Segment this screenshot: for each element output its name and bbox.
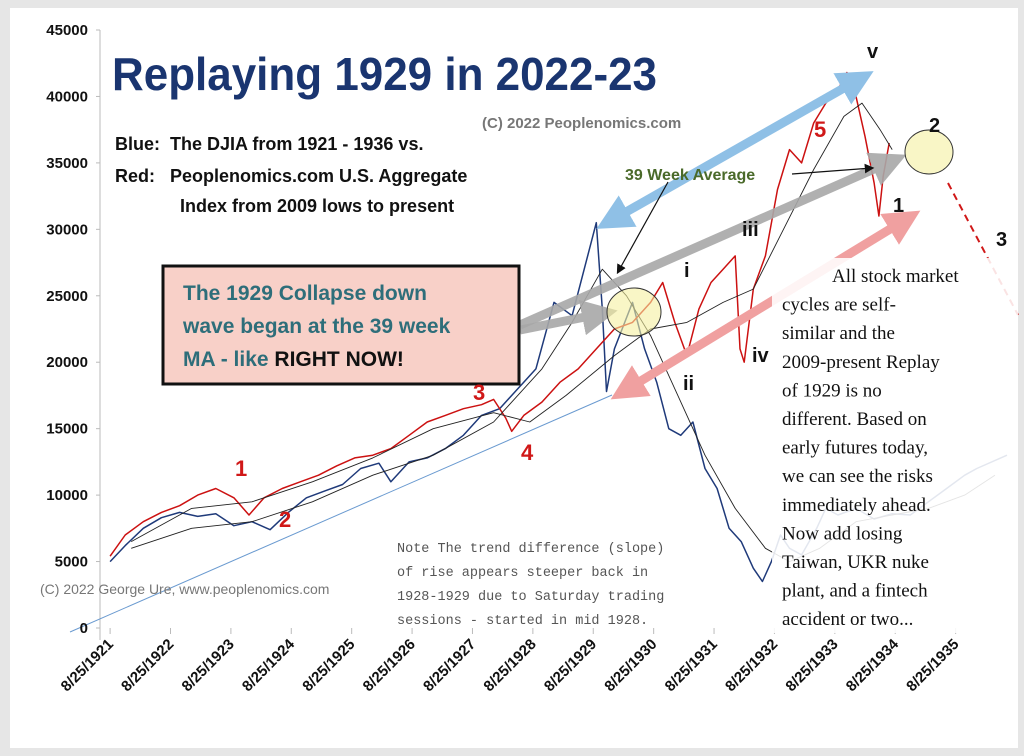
note-text: sessions - started in mid 1928. [397, 614, 648, 629]
commentary-text: plant, and a fintech [782, 581, 928, 602]
pointer-arrow [616, 181, 669, 275]
wave-label: i [684, 260, 690, 282]
legend-key: Red: [115, 166, 155, 186]
gray-arrow [519, 299, 618, 336]
y-tick-label: 35000 [46, 155, 88, 172]
commentary-text: 2009-present Replay [782, 352, 940, 373]
wave-label: 2 [279, 507, 291, 532]
y-tick-label: 25000 [46, 288, 88, 305]
commentary-text: we can see the risks [782, 466, 933, 487]
callout-box [161, 264, 521, 386]
commentary-text: different. Based on [782, 409, 927, 430]
note-text: Note The trend difference (slope) [397, 542, 664, 557]
y-tick-label: 15000 [46, 421, 88, 438]
commentary-text: Taiwan, UKR nuke [782, 552, 929, 573]
callout-text: MA - like RIGHT NOW! [183, 348, 404, 371]
y-tick-label: 45000 [46, 22, 88, 39]
callout-text: wave began at the 39 week [182, 315, 451, 338]
note-text: of rise appears steeper back in [397, 566, 648, 581]
note-text: 1928-1929 due to Saturday trading [397, 590, 664, 605]
commentary-text: cycles are self- [782, 295, 896, 316]
highlight-circle [904, 129, 954, 175]
callout-text: The 1929 Collapse down [183, 282, 427, 305]
commentary-text: accident or two... [782, 609, 913, 630]
callout-emphasis: RIGHT NOW! [274, 348, 403, 371]
y-tick-label: 20000 [46, 354, 88, 371]
commentary-text: early futures today, [782, 438, 928, 459]
wave-label: iv [752, 345, 770, 367]
ma-label: 39 Week Average [625, 167, 755, 184]
pink-arrow [610, 210, 921, 400]
y-tick-label: 10000 [46, 487, 88, 504]
wave-label: iii [742, 219, 759, 241]
credit: (C) 2022 George Ure, www.peoplenomics.co… [40, 581, 329, 597]
commentary-text: Now add losing [782, 523, 903, 544]
callout-text: MA - like [183, 348, 269, 371]
wave-label: v [867, 41, 879, 63]
legend-text: Index from 2009 lows to present [180, 196, 454, 216]
commentary-text: similar and the [782, 323, 895, 344]
commentary-text: immediately ahead. [782, 495, 931, 516]
legend-text: Peoplenomics.com U.S. Aggregate [170, 166, 467, 186]
wave-label: 1 [893, 195, 904, 217]
pointer-arrow [791, 163, 875, 175]
y-tick-label: 5000 [55, 554, 88, 571]
wave-label: 3 [473, 380, 485, 405]
chart-title: Replaying 1929 in 2022-23 [112, 48, 657, 100]
wave-label: 5 [814, 117, 826, 142]
legend-key: Blue: [115, 134, 160, 154]
blue-arrow [596, 71, 874, 229]
wave-label: 4 [521, 440, 534, 465]
y-tick-label: 30000 [46, 221, 88, 238]
commentary-text: All stock market [832, 266, 959, 287]
wave-label: ii [683, 373, 694, 395]
legend-text: The DJIA from 1921 - 1936 vs. [170, 134, 423, 154]
highlight-circle [606, 287, 662, 337]
copyright: (C) 2022 Peoplenomics.com [482, 115, 681, 132]
wave-label: 3 [996, 229, 1007, 251]
y-tick-label: 0 [80, 620, 88, 637]
trend-line [69, 394, 613, 633]
wave-label: 1 [235, 456, 247, 481]
commentary-text: of 1929 is no [782, 380, 882, 401]
y-tick-label: 40000 [46, 88, 88, 105]
commentary-box [772, 258, 1018, 633]
wave-label: 2 [929, 115, 940, 137]
